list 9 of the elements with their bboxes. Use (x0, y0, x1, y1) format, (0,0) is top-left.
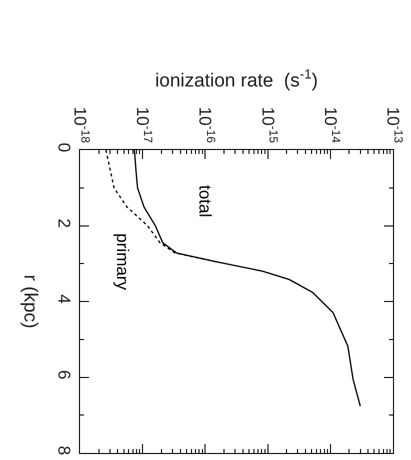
y-tick-label: 0 (54, 142, 74, 152)
y-tick-label: 6 (54, 370, 74, 380)
y-tick-label: 2 (54, 218, 74, 228)
y-tick-label: 8 (54, 446, 74, 456)
text: total (196, 185, 215, 218)
y-axis-title: r (kpc) (19, 274, 40, 328)
text: primary (112, 233, 132, 290)
x-axis-title: ionization rate (s$^{-1}$) (155, 66, 318, 92)
y-tick-label: 4 (54, 294, 74, 304)
